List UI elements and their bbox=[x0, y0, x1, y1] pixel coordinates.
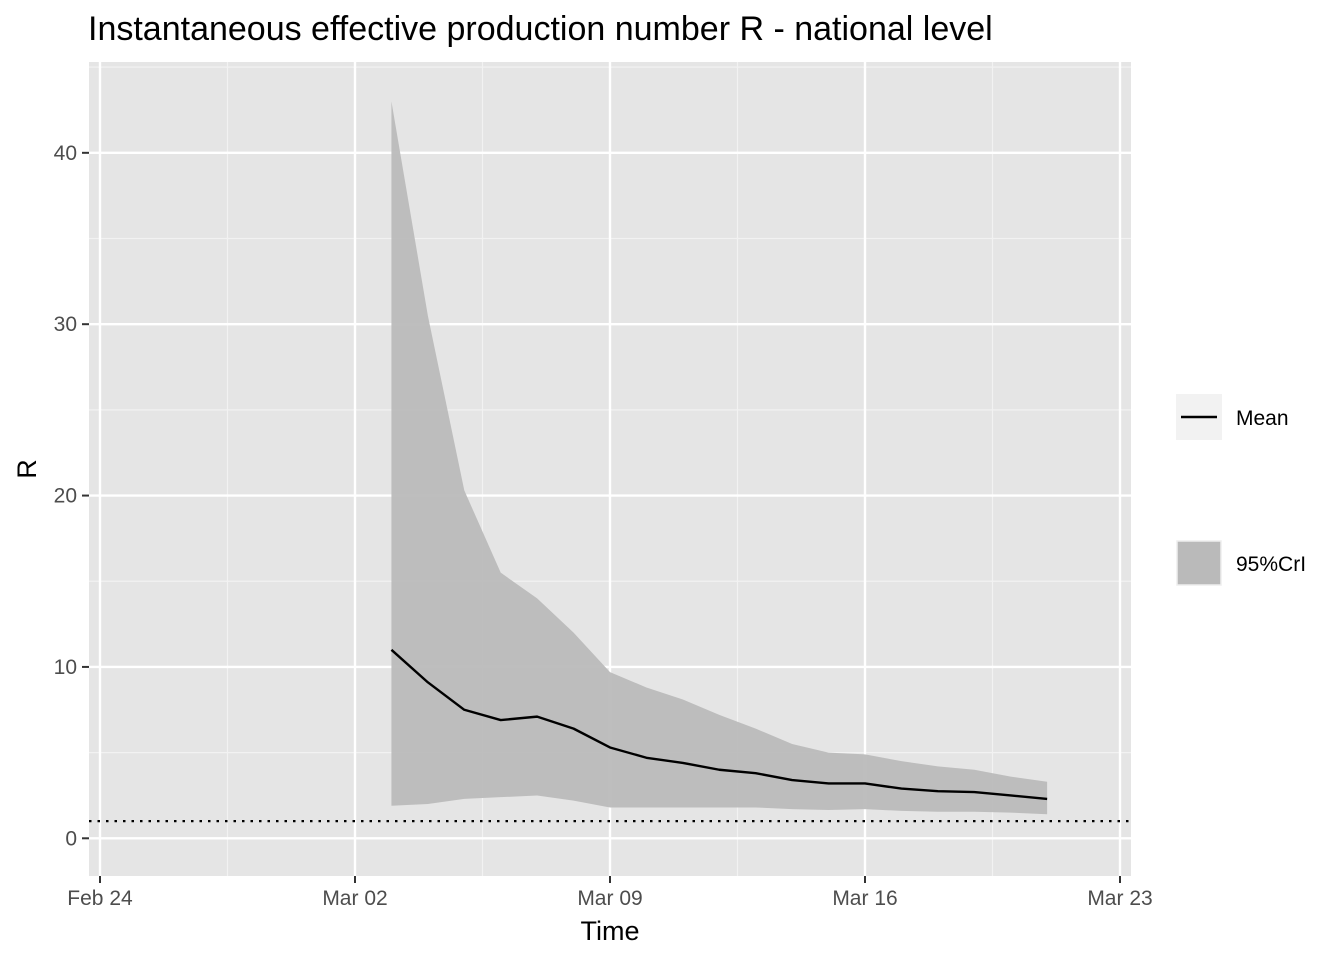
y-tick-label: 30 bbox=[54, 313, 77, 336]
credible-interval-band bbox=[391, 101, 1048, 815]
legend-label-band: 95%CrI bbox=[1236, 553, 1306, 576]
y-axis-title: R bbox=[12, 459, 42, 479]
x-tick-label: Mar 23 bbox=[1087, 887, 1152, 910]
line-layer bbox=[390, 648, 1048, 801]
x-tick-label: Feb 24 bbox=[67, 887, 133, 910]
x-tick-label: Mar 02 bbox=[322, 887, 387, 910]
axes: 0 10 20 30 40 Feb 24 Mar 02 Mar 09 Mar 16 Mar 23 bbox=[54, 142, 1153, 910]
x-axis-title: Time bbox=[581, 916, 640, 946]
y-tick-label: 40 bbox=[54, 142, 77, 165]
x-tick-label: Mar 09 bbox=[577, 887, 642, 910]
y-tick-label: 0 bbox=[65, 827, 77, 850]
y-tick-label: 10 bbox=[54, 656, 77, 679]
legend-label-mean: Mean bbox=[1236, 407, 1289, 430]
mean-line bbox=[390, 648, 1048, 801]
band-layer bbox=[391, 101, 1048, 815]
y-tick-label: 20 bbox=[54, 485, 77, 508]
chart-title: Instantaneous effective production numbe… bbox=[88, 10, 993, 48]
legend-key-band bbox=[1176, 540, 1222, 586]
legend: Mean 95%CrI bbox=[1176, 394, 1306, 586]
grid bbox=[89, 62, 1131, 876]
x-tick-label: Mar 16 bbox=[832, 887, 897, 910]
